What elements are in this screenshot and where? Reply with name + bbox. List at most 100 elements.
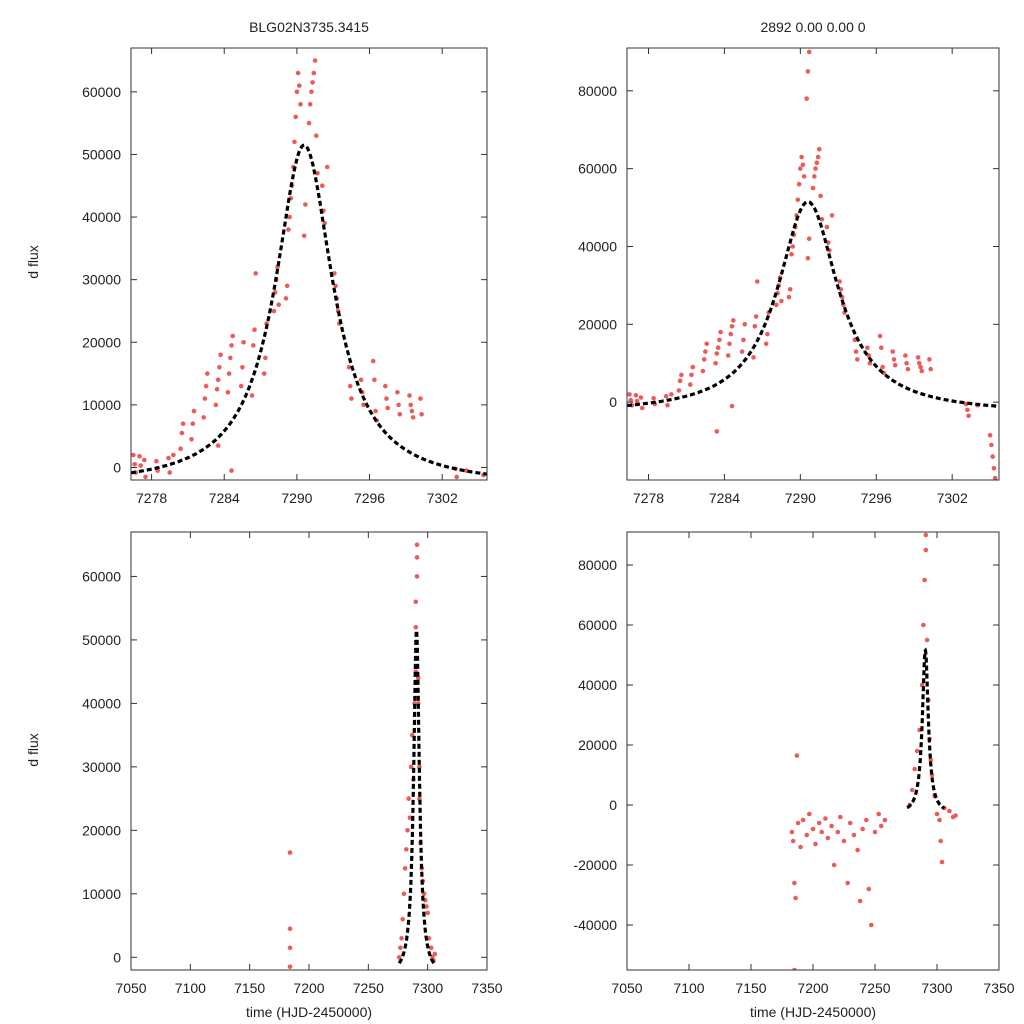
data-point (937, 817, 942, 823)
data-point (838, 814, 843, 820)
data-point (792, 967, 797, 970)
data-point (171, 452, 176, 458)
data-point (215, 377, 221, 383)
data-point (880, 364, 885, 370)
data-point (428, 945, 434, 951)
data-point (804, 832, 810, 838)
data-point (415, 675, 421, 681)
data-point (409, 408, 415, 414)
data-point (987, 432, 993, 438)
data-point (400, 916, 406, 922)
data-point (408, 402, 414, 408)
data-point (890, 349, 895, 354)
data-point (312, 58, 318, 63)
data-point (332, 271, 337, 276)
data-point (751, 355, 756, 360)
data-point (276, 302, 282, 308)
data-point (806, 236, 812, 241)
data-point (765, 331, 770, 337)
data-point (729, 403, 735, 409)
y-tick-label: 50000 (82, 146, 121, 162)
data-point (927, 357, 932, 362)
data-point (189, 437, 194, 442)
x-tick-label: 7050 (115, 980, 146, 996)
data-point (218, 352, 223, 358)
data-point (414, 574, 420, 579)
data-point (892, 362, 898, 368)
data-point (230, 333, 235, 339)
data-point (713, 360, 718, 366)
panel-bottom-left: 7050 7100 7150 7200 7250 7300 7350 0 10000 20000 3… (82, 531, 503, 996)
x-tick-label: 7100 (175, 980, 206, 996)
data-point (263, 355, 268, 361)
data-point (238, 383, 244, 389)
data-point (665, 403, 670, 408)
data-point (800, 817, 806, 823)
data-point (786, 294, 792, 300)
x-tick-label: 7100 (673, 980, 704, 996)
y-tick-label: 60000 (578, 161, 617, 177)
data-point (953, 813, 958, 818)
data-point (819, 829, 824, 835)
data-point (179, 430, 185, 436)
data-point (800, 162, 806, 168)
data-point (333, 283, 338, 289)
data-point (796, 181, 802, 187)
data-point (287, 850, 293, 855)
data-point (201, 415, 206, 420)
data-point (714, 351, 720, 356)
x-tick-label: 7200 (797, 980, 828, 996)
x-tick-label: 7300 (921, 980, 952, 996)
data-point (309, 89, 314, 95)
y-tick-label: -20000 (573, 857, 617, 873)
data-point (639, 405, 645, 411)
x-tick-label: 7250 (859, 980, 890, 996)
data-point (406, 796, 412, 801)
data-point (831, 862, 837, 868)
data-point (795, 820, 801, 826)
x-tick-label: 7150 (735, 980, 766, 996)
data-point (824, 224, 830, 230)
data-point (753, 314, 759, 319)
data-point (857, 898, 863, 904)
x-tick-label: 7302 (427, 490, 458, 506)
data-point (915, 355, 921, 360)
data-point (928, 366, 933, 372)
y-tick-label: 20000 (578, 316, 617, 332)
x-tick-label: 7278 (136, 490, 167, 506)
y-tick-label: 0 (609, 394, 617, 410)
data-point (918, 364, 923, 370)
data-point (812, 174, 817, 179)
data-point (226, 371, 232, 376)
data-point (320, 183, 325, 188)
y-tick-label: 20000 (578, 737, 617, 753)
data-point (679, 372, 684, 378)
data-point (718, 329, 723, 335)
y-tick-label: 60000 (578, 617, 617, 633)
data-point (763, 341, 769, 347)
y-tick-label: 40000 (578, 238, 617, 254)
data-point (180, 421, 186, 427)
data-point (922, 577, 927, 583)
xlabel-bottom-right: time (HJD-2450000) (750, 1004, 876, 1020)
y-tick-label: 0 (609, 797, 617, 813)
data-point (729, 324, 735, 329)
data-point (872, 829, 878, 835)
data-point (373, 408, 378, 414)
data-point (810, 826, 816, 832)
y-tick-label: 80000 (578, 557, 617, 573)
data-point (137, 453, 142, 459)
data-point (633, 392, 639, 398)
data-point (292, 139, 297, 145)
data-point (138, 463, 143, 468)
data-point (322, 221, 328, 226)
data-point (142, 457, 147, 463)
data-point (860, 826, 865, 832)
data-point (418, 396, 423, 401)
xlabel-bottom-left: time (HJD-2450000) (246, 1004, 372, 1020)
data-point (407, 815, 413, 820)
data-point (877, 333, 883, 339)
data-points (131, 58, 486, 480)
y-tick-label: 20000 (82, 822, 121, 838)
data-point (396, 402, 401, 408)
